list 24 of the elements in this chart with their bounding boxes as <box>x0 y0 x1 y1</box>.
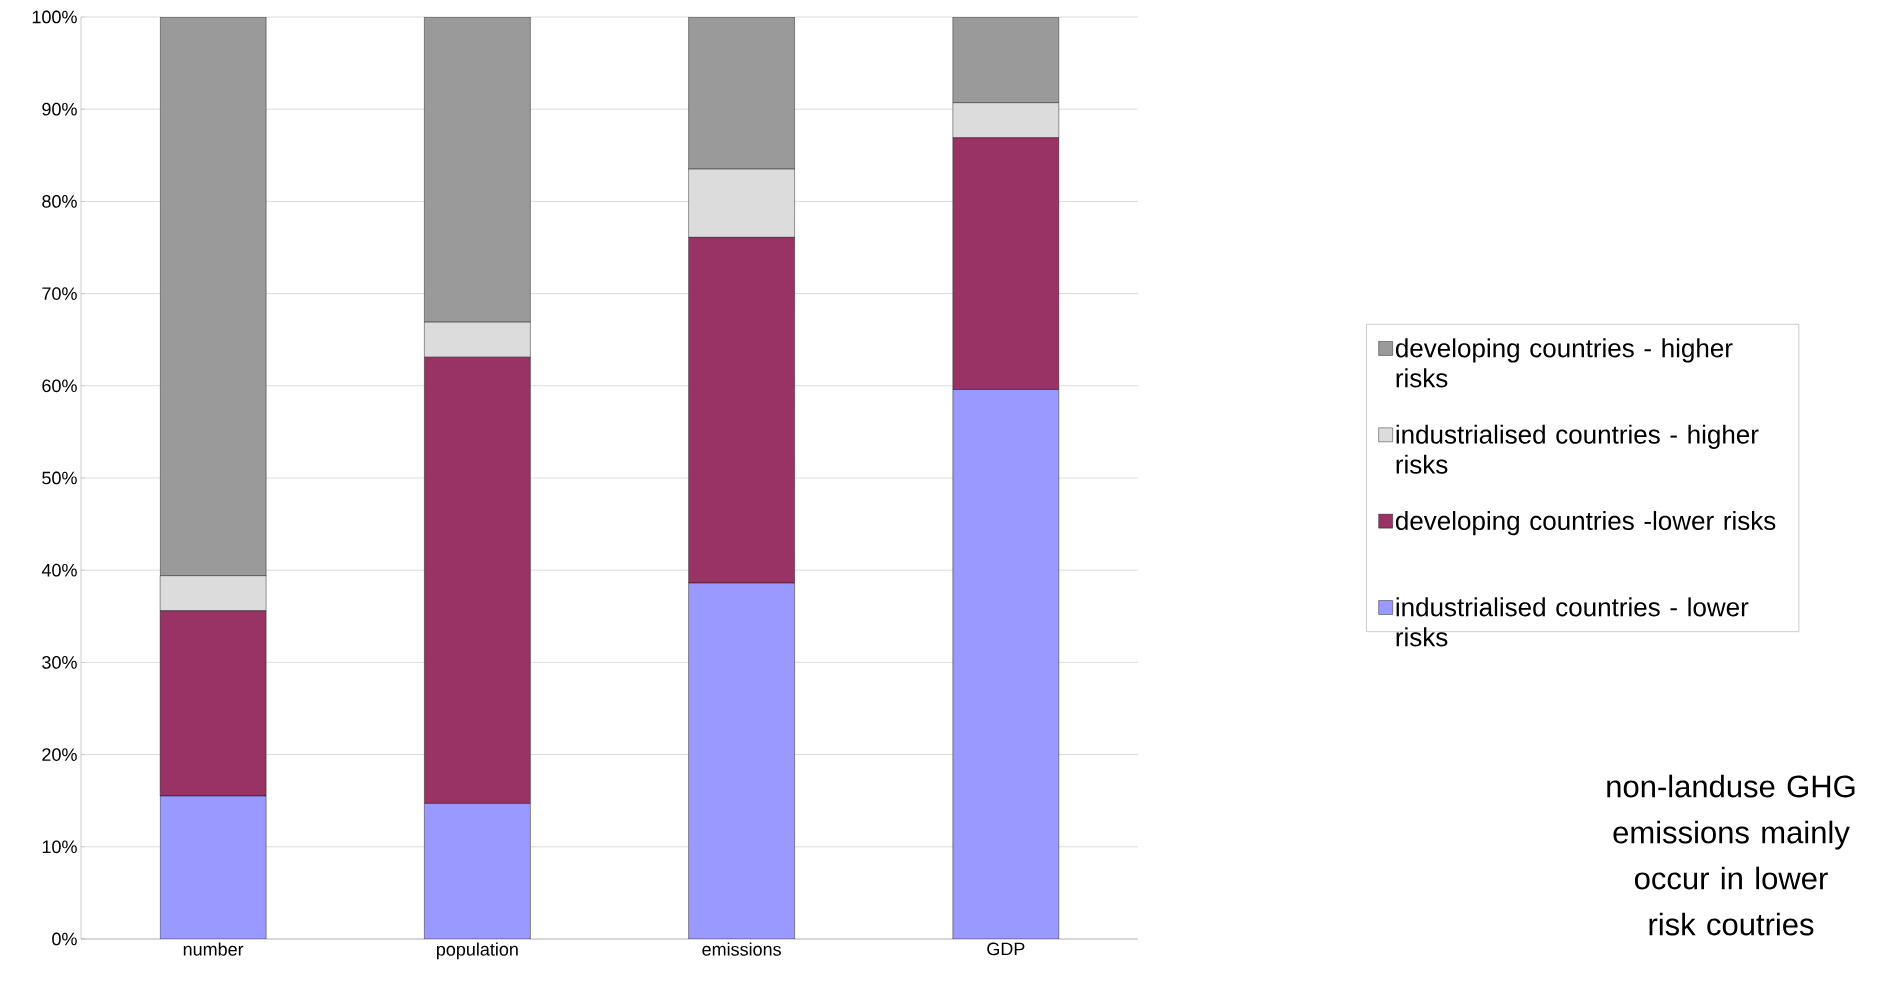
y-tick-label: 60% <box>42 379 77 393</box>
y-tick-label: 0% <box>52 932 77 946</box>
y-tick-label: 20% <box>42 748 77 761</box>
bar <box>424 803 531 939</box>
legend-label: industrialised countries - lower risks <box>1396 597 1749 647</box>
legend-label: developing countries -lower risks <box>1395 510 1776 536</box>
legend-label: industrialised countries - higher risks <box>1396 424 1759 474</box>
bar <box>159 795 267 939</box>
x-tick-label: number <box>183 942 244 956</box>
y-tick-label: 70% <box>42 287 77 300</box>
x-tick-label: population <box>436 942 518 960</box>
legend-label: developing countries - higher risks <box>1395 338 1733 388</box>
text: non-landuse GHG emissions mainly occur in lower risk coutries <box>1607 774 1855 936</box>
y-tick-label: 50% <box>42 471 77 485</box>
bar <box>688 582 795 939</box>
bar <box>952 389 1060 939</box>
y-tick-label: 90% <box>42 102 77 116</box>
x-tick-label: emissions <box>702 942 781 956</box>
y-tick-label: 100% <box>32 10 77 24</box>
y-tick-label: 40% <box>41 563 77 577</box>
y-tick-label: 10% <box>42 840 77 854</box>
x-tick-label: GDP <box>987 942 1025 956</box>
y-tick-label: 80% <box>42 195 77 208</box>
y-tick-label: 30% <box>42 656 77 669</box>
